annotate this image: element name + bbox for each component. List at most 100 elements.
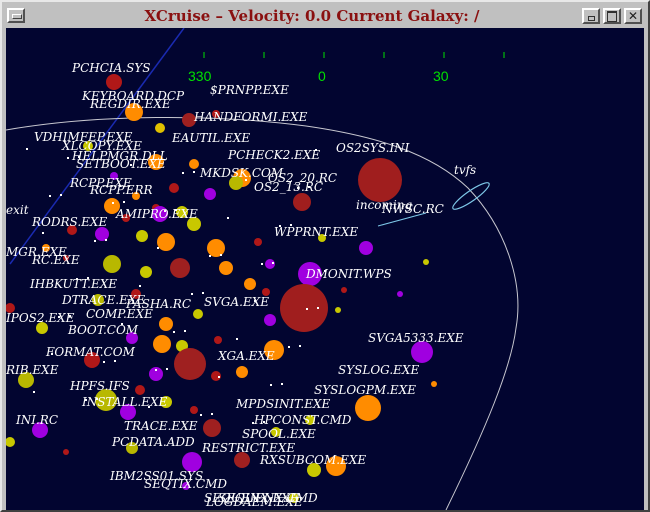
maximize-button[interactable]: [603, 8, 621, 24]
planet-node[interactable]: [355, 395, 381, 421]
object-label[interactable]: PASHA.RC: [125, 297, 191, 311]
planet-node[interactable]: [126, 332, 138, 344]
object-label[interactable]: OS2SYS.INI: [336, 141, 410, 155]
object-label[interactable]: DMONIT.WPS: [305, 267, 392, 281]
planet-node[interactable]: [6, 437, 15, 447]
planet-node[interactable]: [83, 141, 93, 151]
planet-node[interactable]: [214, 336, 222, 344]
planet-node[interactable]: [219, 261, 233, 275]
planet-node[interactable]: [423, 259, 429, 265]
planet-node[interactable]: [6, 303, 15, 313]
planet-node[interactable]: [32, 422, 48, 438]
planet-node[interactable]: [335, 307, 341, 313]
object-label[interactable]: incoming: [356, 198, 412, 212]
object-label[interactable]: BOOT.COM: [67, 323, 139, 337]
planet-node[interactable]: [159, 317, 173, 331]
object-label[interactable]: SEQUENX.CMD: [218, 491, 318, 505]
object-label[interactable]: IPOS2.EXE: [6, 311, 75, 325]
object-label[interactable]: tvfs: [454, 163, 476, 177]
planet-node[interactable]: [264, 340, 284, 360]
object-label[interactable]: HELPMGR.DLL: [71, 149, 168, 163]
object-label[interactable]: SEQTIX.CMD: [144, 477, 227, 491]
planet-node[interactable]: [280, 284, 328, 332]
planet-node[interactable]: [160, 396, 172, 408]
object-label[interactable]: INI.RC: [15, 413, 58, 427]
planet-node[interactable]: [234, 452, 250, 468]
object-label[interactable]: WPPRNT.EXE: [274, 225, 358, 239]
planet-node[interactable]: [140, 266, 152, 278]
object-label[interactable]: RC.EXE: [31, 253, 80, 267]
planet-node[interactable]: [359, 241, 373, 255]
object-label[interactable]: MPDSINIT.EXE: [235, 397, 331, 411]
planet-node[interactable]: [36, 322, 48, 334]
object-label[interactable]: SYSLOGPM.EXE: [314, 383, 416, 397]
planet-node[interactable]: [131, 289, 141, 299]
galaxy-viewport[interactable]: 330 0 30 PCHCIA.SYS KEYBOARD.DCP REGDIR.EX…: [6, 28, 644, 510]
planet-node[interactable]: [190, 406, 198, 414]
object-label[interactable]: exit: [6, 203, 29, 217]
planet-node[interactable]: [236, 366, 248, 378]
planet-node[interactable]: [244, 278, 256, 290]
object-label[interactable]: OS2_13.RC: [254, 180, 323, 194]
planet-node[interactable]: [318, 234, 326, 242]
planet-node[interactable]: [148, 154, 164, 170]
planet-node[interactable]: [203, 419, 221, 437]
planet-node[interactable]: [153, 335, 171, 353]
planet-node[interactable]: [84, 352, 100, 368]
planet-node[interactable]: [42, 244, 50, 252]
object-label[interactable]: PCDATA.ADD: [111, 435, 195, 449]
object-label[interactable]: MKDSK.COM: [199, 166, 284, 180]
planet-node[interactable]: [187, 217, 201, 231]
planet-node[interactable]: [182, 113, 196, 127]
object-label[interactable]: XLCOPY.EXE: [61, 139, 142, 153]
planet-node[interactable]: [262, 288, 270, 296]
planet-node[interactable]: [182, 482, 190, 490]
object-label[interactable]: RESTRICT.EXE: [201, 441, 295, 455]
planet-node[interactable]: [193, 309, 203, 319]
object-label[interactable]: SVGA5333.EXE: [368, 331, 464, 345]
planet-node[interactable]: [397, 291, 403, 297]
planet-node[interactable]: [293, 193, 311, 211]
object-label[interactable]: REGDIR.EXE: [89, 97, 171, 111]
object-label[interactable]: FORMAT.COM: [45, 345, 136, 359]
planet-node[interactable]: [411, 341, 433, 363]
planet-node[interactable]: [67, 225, 77, 235]
planet-node[interactable]: [104, 198, 120, 214]
close-button[interactable]: ✕: [624, 8, 642, 24]
planet-node[interactable]: [155, 123, 165, 133]
object-label[interactable]: RXSUBCOM.EXE: [259, 453, 366, 467]
planet-node[interactable]: [176, 206, 188, 218]
object-label[interactable]: RCPP.ERR: [89, 183, 153, 197]
object-label[interactable]: NWSC.RC: [381, 202, 444, 216]
planet-node[interactable]: [174, 348, 206, 380]
planet-node[interactable]: [110, 172, 118, 180]
planet-node[interactable]: [170, 258, 190, 278]
object-label[interactable]: KEYBOARD.DCP: [81, 89, 185, 103]
planet-node[interactable]: [149, 367, 163, 381]
object-label[interactable]: SVGA.EXE: [204, 295, 269, 309]
object-label[interactable]: INSTALL.EXE: [81, 395, 168, 409]
planet-node[interactable]: [298, 262, 322, 286]
planet-node[interactable]: [120, 404, 136, 420]
object-label[interactable]: VDHIMFEP.EXE: [34, 130, 133, 144]
minimize-button[interactable]: [582, 8, 600, 24]
planet-node[interactable]: [229, 176, 243, 190]
planet-node[interactable]: [207, 239, 225, 257]
planet-node[interactable]: [63, 255, 69, 261]
object-label[interactable]: RODRS.EXE: [31, 215, 107, 229]
planet-node[interactable]: [254, 238, 262, 246]
object-label[interactable]: HANDFORMI.EXE: [193, 110, 308, 124]
planet-node[interactable]: [431, 381, 437, 387]
planet-node[interactable]: [63, 449, 69, 455]
object-label[interactable]: SEQUENX.EXE: [204, 491, 299, 505]
planet-node[interactable]: [126, 442, 138, 454]
planet-node[interactable]: [289, 493, 299, 503]
planet-node[interactable]: [341, 287, 347, 293]
object-label[interactable]: IHBKUTT.EXE: [29, 277, 117, 291]
planet-node[interactable]: [106, 74, 122, 90]
planet-node[interactable]: [18, 372, 34, 388]
object-label[interactable]: SETBOOT.EXE: [76, 157, 166, 171]
object-label[interactable]: SYSLOG.EXE: [338, 363, 419, 377]
planet-node[interactable]: [169, 183, 179, 193]
planet-node[interactable]: [326, 456, 346, 476]
